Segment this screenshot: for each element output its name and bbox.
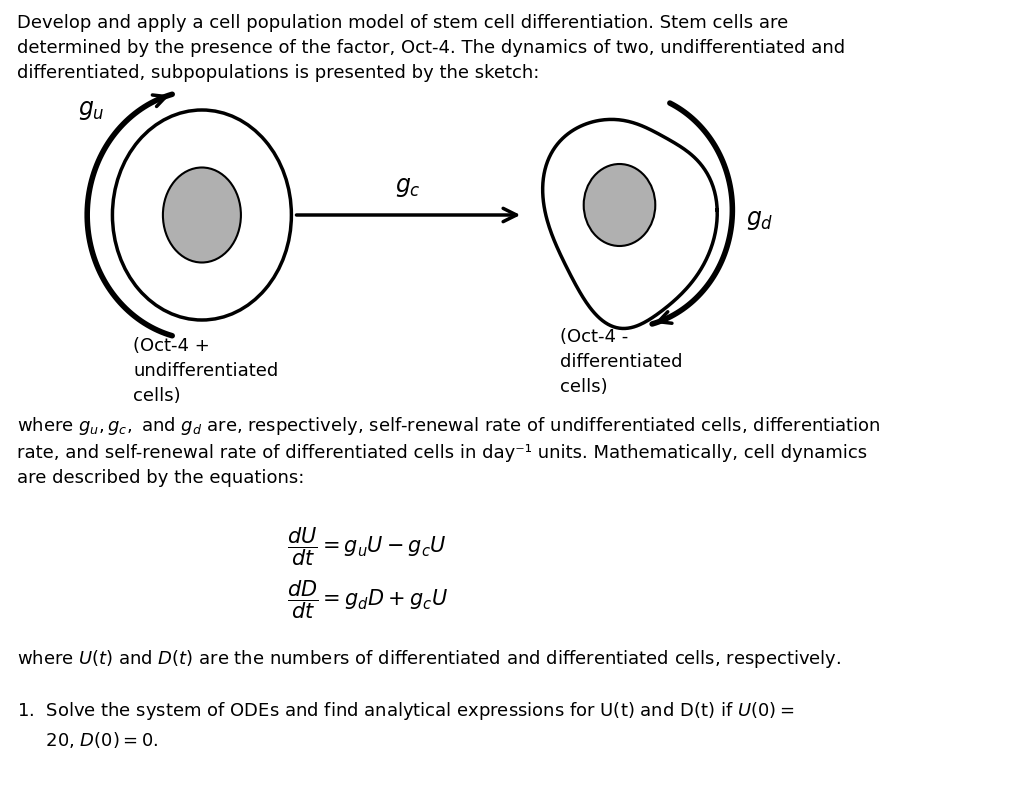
Ellipse shape [163,167,241,263]
Ellipse shape [584,164,655,246]
Text: $g_c$: $g_c$ [395,175,421,199]
Text: where $U(t)$ and $D(t)$ are the numbers of differentiated and differentiated cel: where $U(t)$ and $D(t)$ are the numbers … [16,648,841,670]
Text: where $g_u, g_c,$ and $g_d$ are, respectively, self-renewal rate of undifferenti: where $g_u, g_c,$ and $g_d$ are, respect… [16,415,881,487]
Text: Develop and apply a cell population model of stem cell differentiation. Stem cel: Develop and apply a cell population mode… [16,14,845,82]
Text: $g_d$: $g_d$ [746,208,774,232]
Ellipse shape [113,110,292,320]
Text: (Oct-4 +
undifferentiated
cells): (Oct-4 + undifferentiated cells) [133,337,279,405]
Text: $\dfrac{dD}{dt} = g_d D + g_c U$: $\dfrac{dD}{dt} = g_d D + g_c U$ [287,578,447,621]
Text: (Oct-4 -
differentiated
cells): (Oct-4 - differentiated cells) [560,328,682,396]
Text: 1.  Solve the system of ODEs and find analytical expressions for U(t) and D(t) i: 1. Solve the system of ODEs and find ana… [16,700,794,750]
Polygon shape [543,119,717,329]
Text: $\dfrac{dU}{dt} = g_u U - g_c U$: $\dfrac{dU}{dt} = g_u U - g_c U$ [288,525,446,568]
Text: $g_u$: $g_u$ [79,98,105,122]
